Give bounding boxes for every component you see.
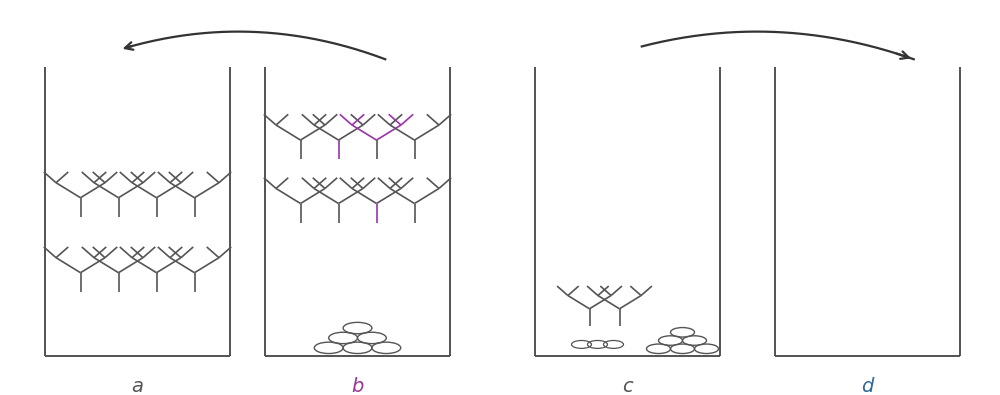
- Text: b: b: [351, 377, 364, 395]
- Text: c: c: [622, 377, 633, 395]
- Text: d: d: [861, 377, 874, 395]
- Text: a: a: [132, 377, 144, 395]
